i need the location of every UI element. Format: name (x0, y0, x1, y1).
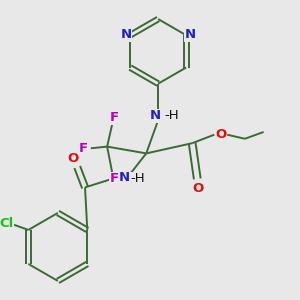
Text: -H: -H (130, 172, 145, 185)
Text: -H: -H (164, 110, 179, 122)
Text: F: F (79, 142, 88, 155)
Text: O: O (215, 128, 227, 141)
Text: Cl: Cl (0, 217, 14, 230)
Text: F: F (110, 111, 118, 124)
Text: N: N (150, 110, 161, 122)
Text: O: O (192, 182, 204, 195)
Text: F: F (110, 172, 118, 185)
Text: O: O (68, 152, 79, 165)
Text: N: N (121, 28, 132, 41)
Text: N: N (118, 171, 130, 184)
Text: N: N (185, 28, 196, 41)
